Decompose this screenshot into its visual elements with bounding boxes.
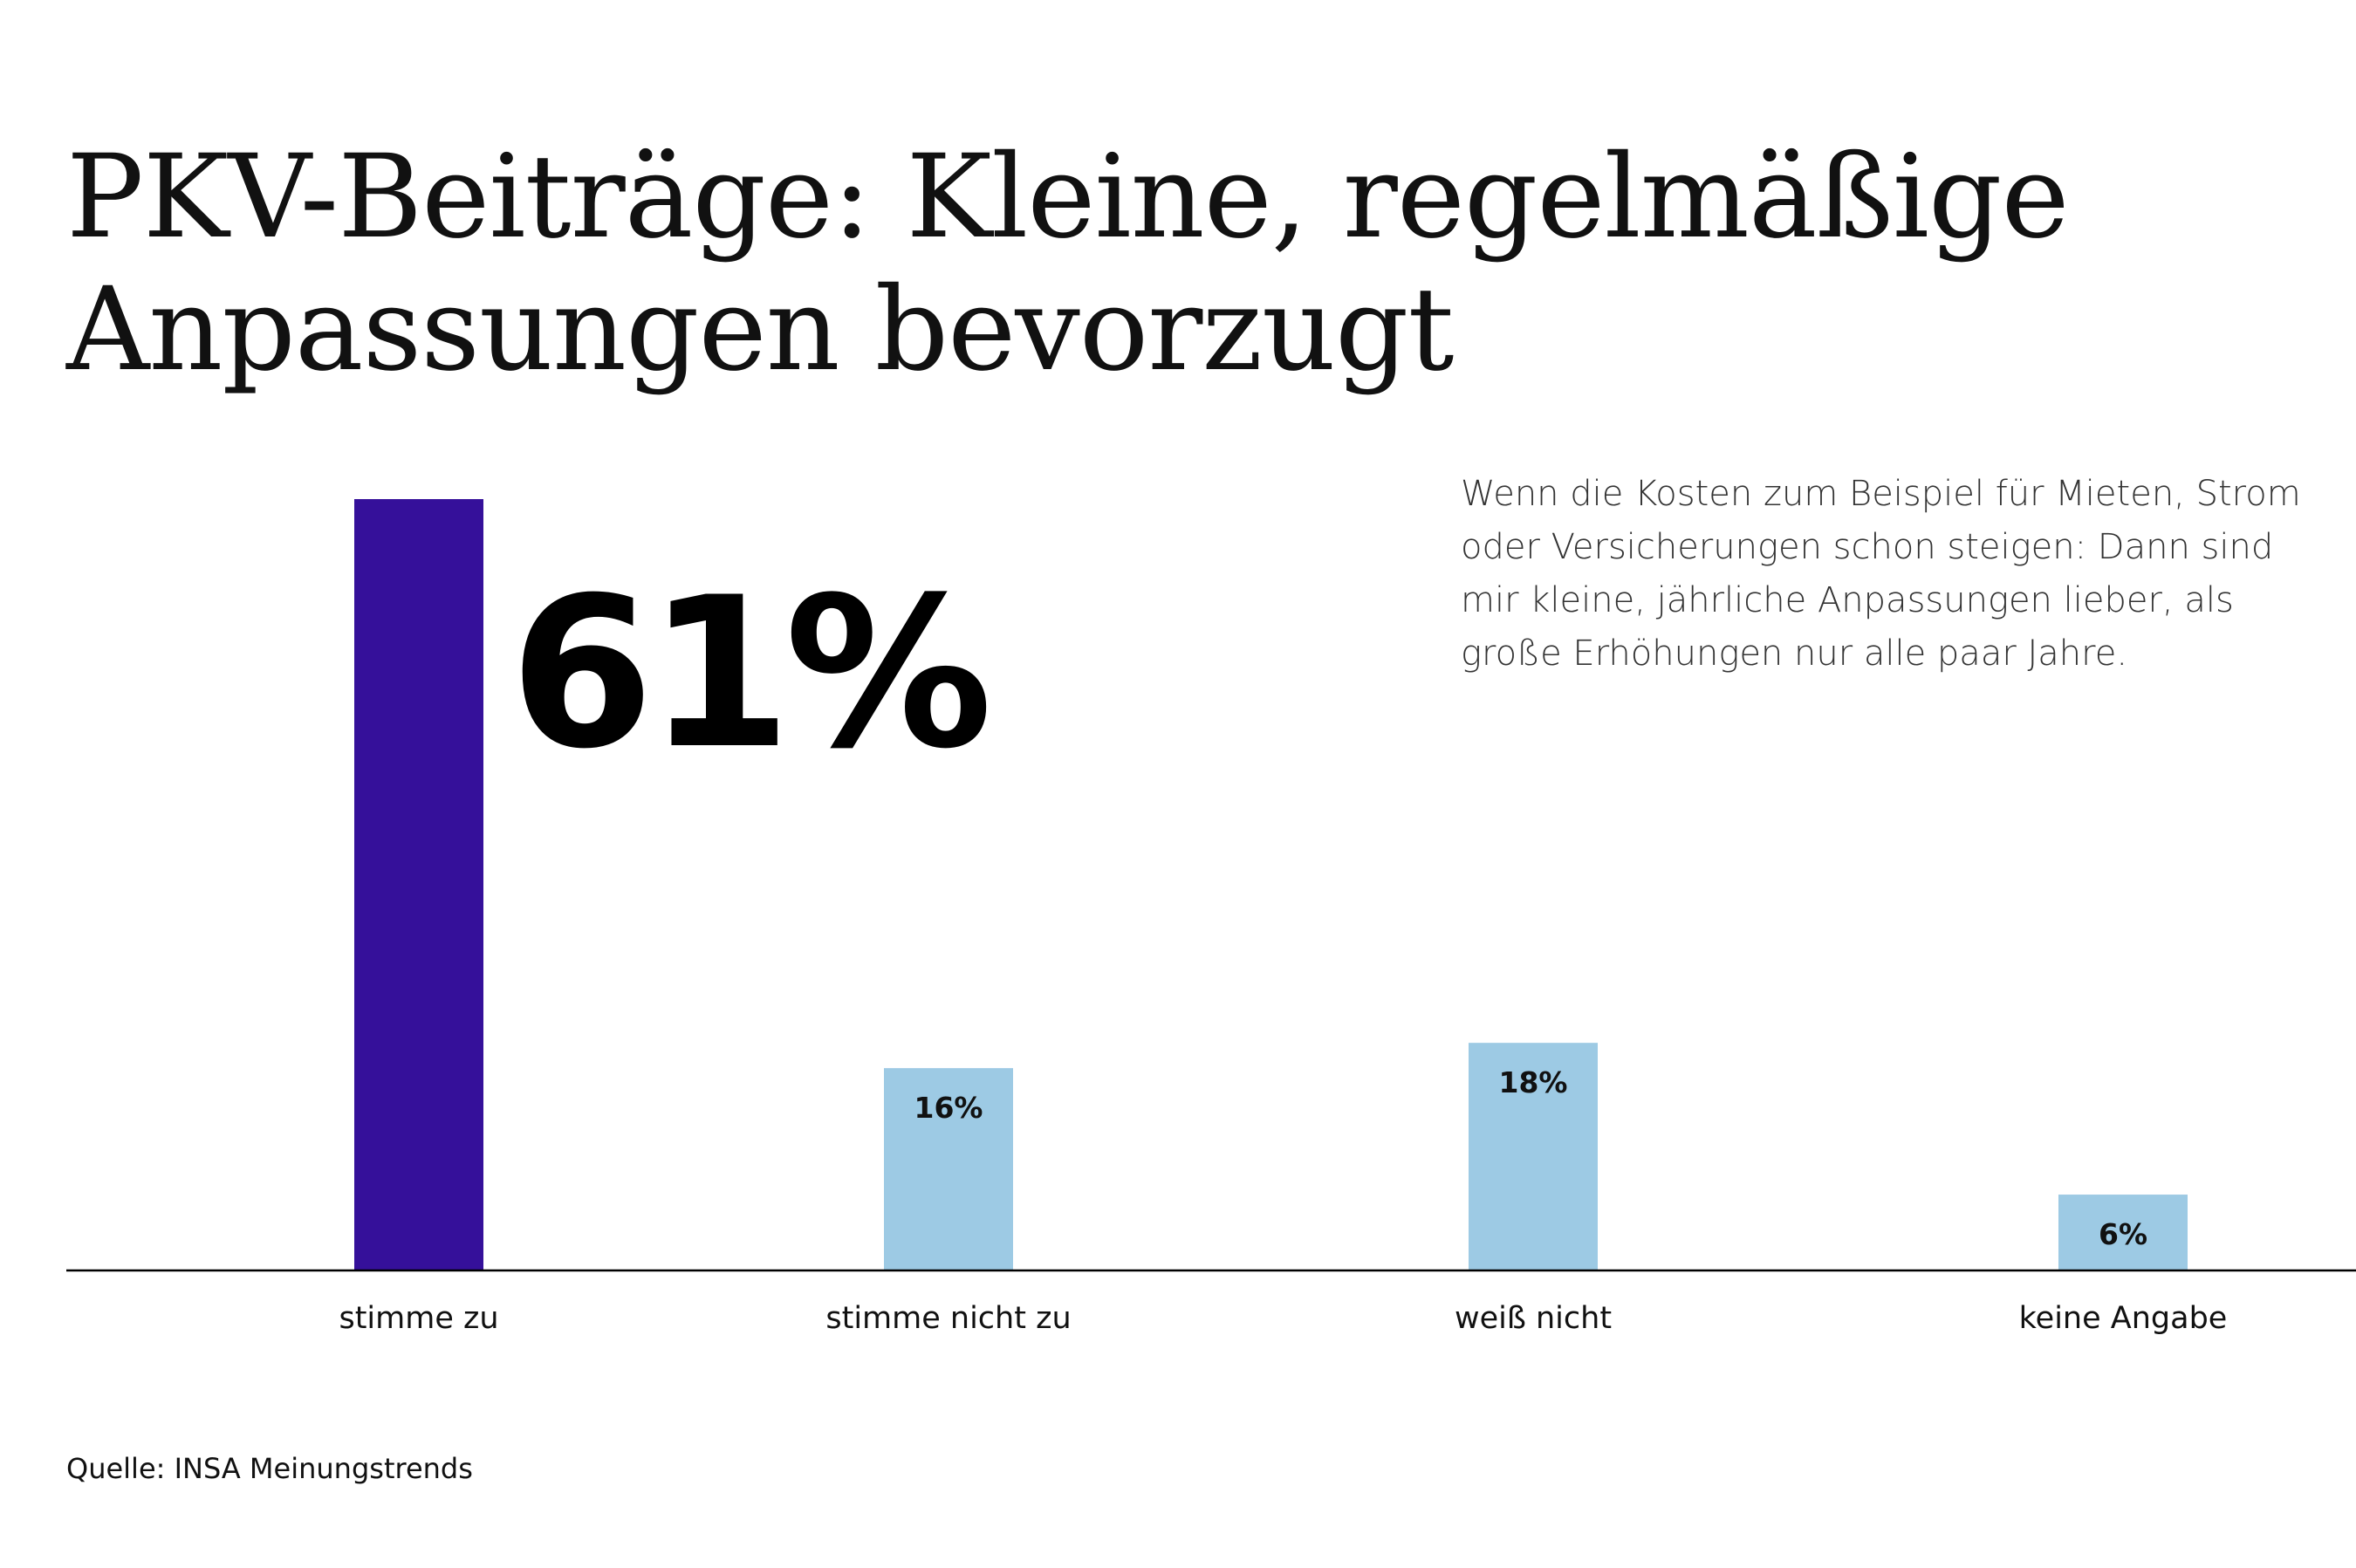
- bar-4: [2058, 1195, 2188, 1270]
- chart-title: PKV-Beiträge: Kleine, regelmäßige Anpass…: [66, 130, 2070, 397]
- value-label-2: 16%: [914, 1091, 983, 1125]
- bar-chart: 61% stimme zu 16% stimme nicht zu 18% weiß ni…: [0, 454, 2356, 1361]
- bar-2: [884, 1068, 1013, 1270]
- category-label-2: stimme nicht zu: [825, 1301, 1071, 1336]
- category-label-1: stimme zu: [339, 1301, 498, 1336]
- value-label-4: 6%: [2099, 1217, 2147, 1251]
- source-note: Quelle: INSA Meinungstrends: [66, 1452, 473, 1485]
- bar-chart-svg: 61% stimme zu 16% stimme nicht zu 18% weiß ni…: [66, 499, 2356, 1336]
- category-label-3: weiß nicht: [1455, 1301, 1612, 1336]
- value-label-3: 18%: [1499, 1065, 1568, 1099]
- bar-3: [1469, 1043, 1598, 1270]
- value-label-1: 61%: [510, 553, 986, 795]
- bar-1: [354, 499, 483, 1270]
- survey-question: Wenn die Kosten zum Beispiel für Mieten,…: [1461, 474, 2301, 674]
- category-label-4: keine Angabe: [2019, 1301, 2228, 1336]
